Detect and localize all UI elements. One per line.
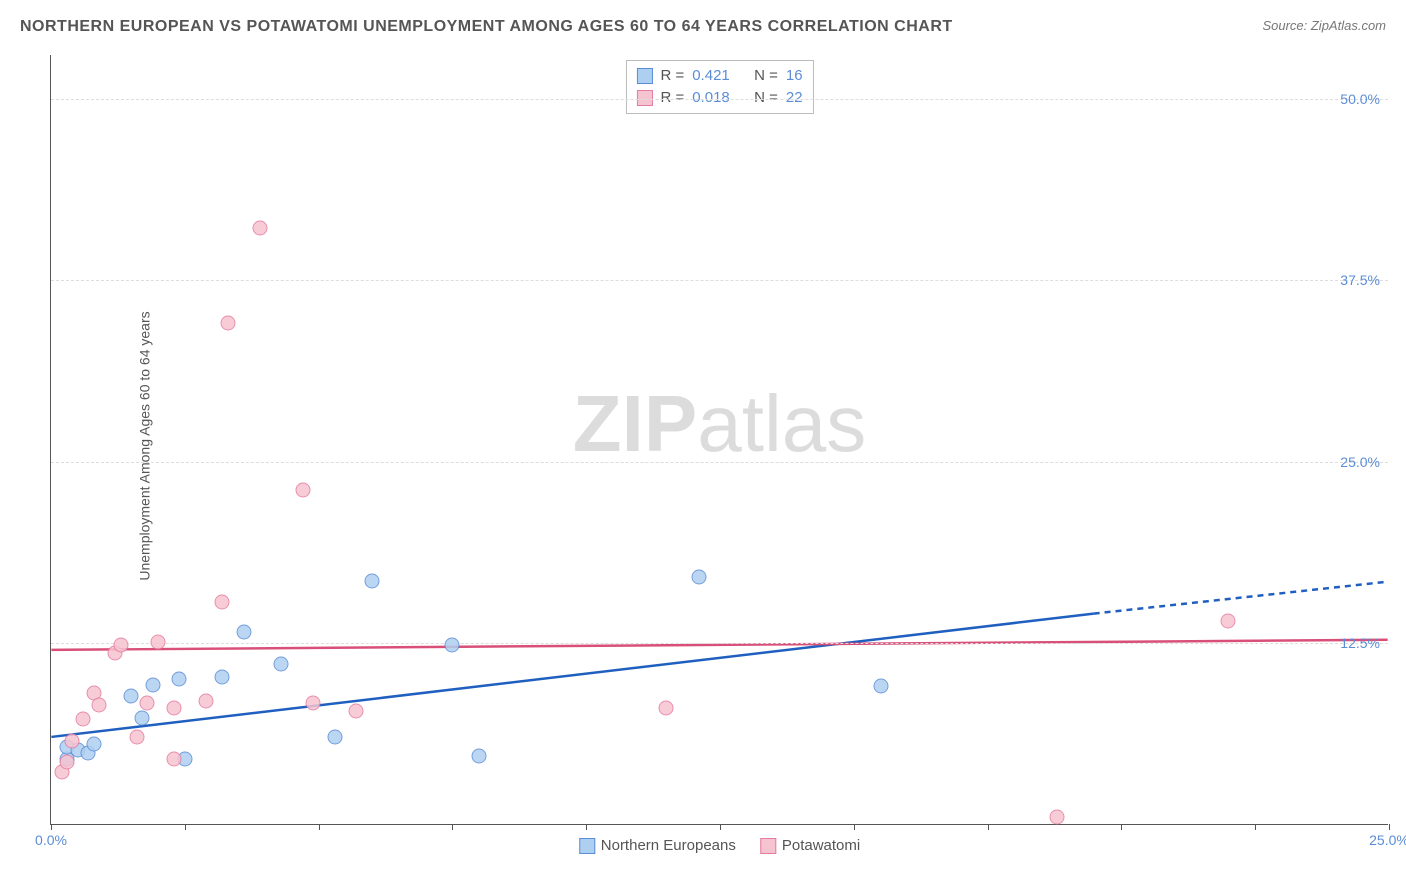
legend-item-potawatomi: Potawatomi <box>760 837 860 854</box>
x-tick <box>1121 824 1122 830</box>
watermark: ZIPatlas <box>573 378 866 470</box>
scatter-point <box>86 737 101 752</box>
scatter-point <box>349 703 364 718</box>
scatter-point <box>145 677 160 692</box>
gridline <box>51 99 1388 100</box>
x-tick <box>988 824 989 830</box>
scatter-point <box>445 638 460 653</box>
scatter-point <box>76 712 91 727</box>
trend-lines-svg <box>51 55 1388 824</box>
scatter-point <box>873 678 888 693</box>
scatter-point <box>1050 809 1065 824</box>
scatter-point <box>65 734 80 749</box>
x-tick <box>720 824 721 830</box>
x-tick <box>319 824 320 830</box>
scatter-point <box>252 221 267 236</box>
scatter-point <box>295 482 310 497</box>
gridline <box>51 462 1388 463</box>
legend-swatch-icon <box>579 838 595 854</box>
scatter-point <box>236 625 251 640</box>
y-tick-label: 12.5% <box>1340 635 1380 651</box>
x-tick <box>452 824 453 830</box>
y-tick-label: 50.0% <box>1340 91 1380 107</box>
x-tick <box>185 824 186 830</box>
x-tick <box>586 824 587 830</box>
n-value: 16 <box>786 65 803 87</box>
r-label: R = <box>660 65 684 87</box>
swatch-icon <box>636 68 652 84</box>
scatter-point <box>92 697 107 712</box>
chart-plot-area: ZIPatlas R = 0.421 N = 16 R = 0.018 N = … <box>50 55 1388 825</box>
scatter-point <box>220 315 235 330</box>
scatter-point <box>129 729 144 744</box>
y-tick-label: 37.5% <box>1340 272 1380 288</box>
scatter-point <box>199 693 214 708</box>
scatter-point <box>691 570 706 585</box>
scatter-point <box>274 657 289 672</box>
r-value: 0.421 <box>692 65 730 87</box>
scatter-point <box>215 670 230 685</box>
scatter-point <box>472 748 487 763</box>
series-legend: Northern Europeans Potawatomi <box>579 837 860 854</box>
scatter-point <box>151 635 166 650</box>
stats-legend: R = 0.421 N = 16 R = 0.018 N = 22 <box>625 60 813 114</box>
scatter-point <box>140 696 155 711</box>
scatter-point <box>1221 613 1236 628</box>
scatter-point <box>113 638 128 653</box>
scatter-point <box>124 689 139 704</box>
x-tick-label: 25.0% <box>1369 832 1406 848</box>
scatter-point <box>659 700 674 715</box>
scatter-point <box>365 574 380 589</box>
x-tick <box>1255 824 1256 830</box>
source-attribution: Source: ZipAtlas.com <box>1262 18 1386 33</box>
scatter-point <box>167 700 182 715</box>
scatter-point <box>215 594 230 609</box>
legend-item-northern-europeans: Northern Europeans <box>579 837 736 854</box>
x-tick <box>854 824 855 830</box>
n-label: N = <box>754 65 778 87</box>
legend-swatch-icon <box>760 838 776 854</box>
x-tick <box>1389 824 1390 830</box>
legend-label: Northern Europeans <box>601 837 736 854</box>
chart-title: NORTHERN EUROPEAN VS POTAWATOMI UNEMPLOY… <box>20 18 953 36</box>
gridline <box>51 643 1388 644</box>
scatter-point <box>167 751 182 766</box>
scatter-point <box>306 696 321 711</box>
scatter-point <box>172 671 187 686</box>
x-tick-label: 0.0% <box>35 832 67 848</box>
y-tick-label: 25.0% <box>1340 454 1380 470</box>
gridline <box>51 280 1388 281</box>
legend-label: Potawatomi <box>782 837 860 854</box>
stats-row: R = 0.421 N = 16 <box>636 65 802 87</box>
scatter-point <box>327 729 342 744</box>
scatter-point <box>134 710 149 725</box>
scatter-point <box>60 754 75 769</box>
x-tick <box>51 824 52 830</box>
